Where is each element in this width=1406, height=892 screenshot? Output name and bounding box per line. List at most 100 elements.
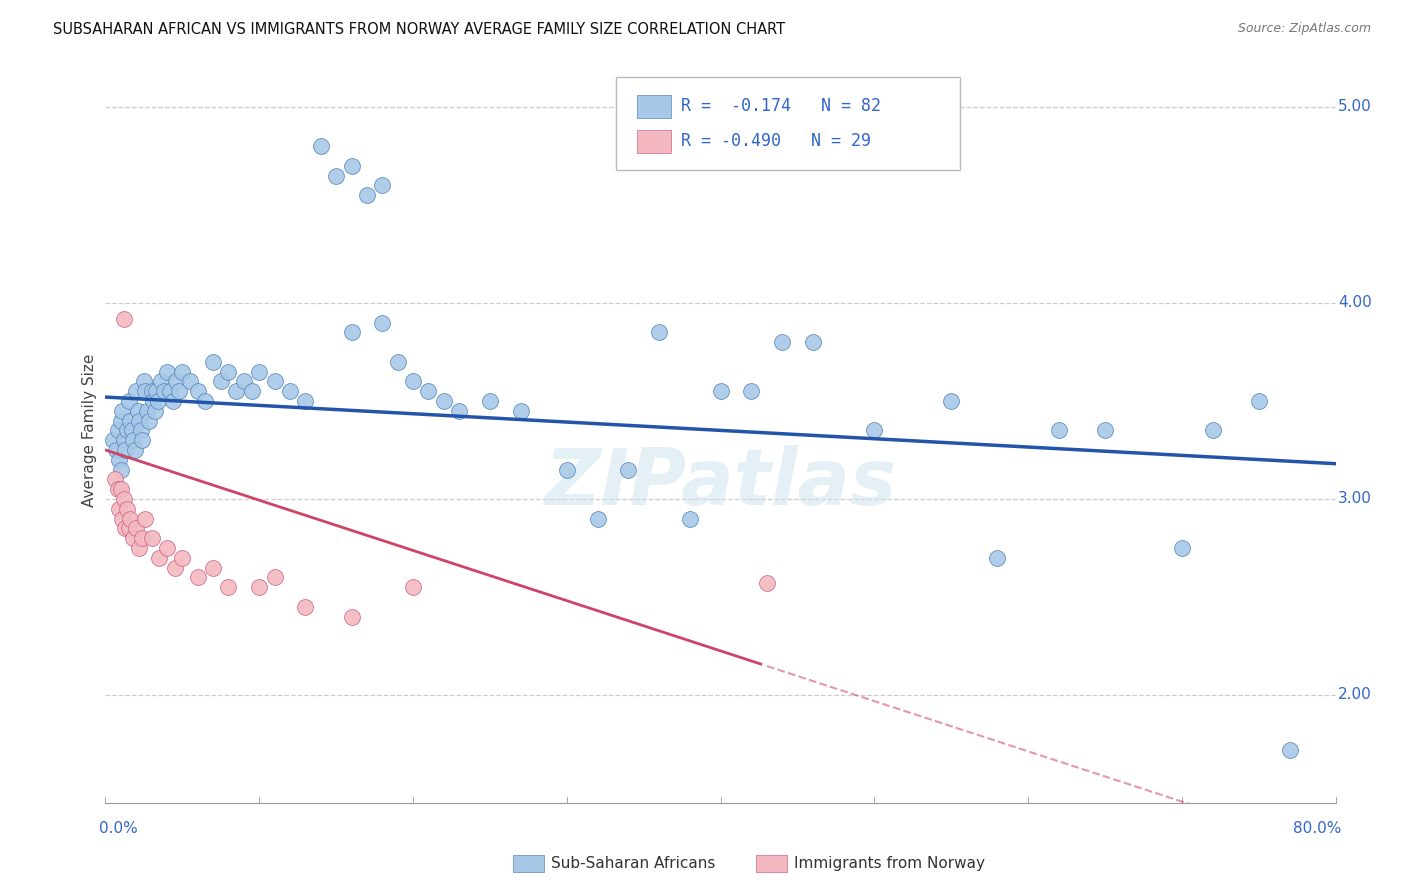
Point	[387, 355, 409, 369]
Point	[586, 511, 609, 525]
Point	[340, 159, 363, 173]
Point	[263, 375, 285, 389]
Point	[111, 511, 134, 525]
Point	[134, 511, 156, 525]
Point	[111, 404, 134, 418]
Point	[340, 609, 363, 624]
Point	[114, 521, 136, 535]
Point	[325, 169, 347, 183]
Point	[1247, 394, 1270, 409]
Point	[138, 414, 160, 428]
Point	[108, 501, 131, 516]
Point	[679, 511, 702, 525]
Point	[710, 384, 733, 399]
Text: 5.00: 5.00	[1339, 100, 1372, 114]
Point	[156, 365, 179, 379]
Point	[101, 433, 124, 447]
Point	[309, 139, 332, 153]
Point	[129, 424, 152, 438]
Point	[128, 414, 150, 428]
Point	[648, 326, 671, 340]
Point	[172, 550, 194, 565]
Point	[112, 311, 135, 326]
Text: 4.00: 4.00	[1339, 295, 1372, 310]
Point	[247, 365, 270, 379]
Point	[179, 375, 201, 389]
Point	[125, 521, 148, 535]
Point	[371, 178, 394, 193]
Point	[141, 531, 163, 545]
Point	[131, 433, 153, 447]
Point	[209, 375, 232, 389]
Point	[153, 384, 176, 399]
Point	[131, 531, 153, 545]
Point	[187, 384, 209, 399]
Point	[801, 335, 824, 350]
Point	[156, 541, 179, 555]
Point	[104, 472, 127, 486]
Point	[263, 570, 285, 584]
Point	[122, 531, 145, 545]
Point	[1047, 424, 1070, 438]
Point	[1278, 743, 1301, 757]
Point	[240, 384, 263, 399]
Point	[187, 570, 209, 584]
Point	[125, 384, 148, 399]
Text: Sub-Saharan Africans: Sub-Saharan Africans	[551, 856, 716, 871]
Point	[218, 365, 240, 379]
Point	[134, 384, 156, 399]
Point	[1201, 424, 1223, 438]
Text: 0.0%: 0.0%	[100, 822, 138, 837]
Point	[136, 404, 159, 418]
Point	[194, 394, 217, 409]
Point	[121, 424, 143, 438]
Bar	[637, 130, 672, 153]
Point	[169, 384, 191, 399]
Point	[278, 384, 301, 399]
Point	[294, 599, 316, 614]
Point	[163, 560, 186, 574]
Point	[145, 384, 167, 399]
Point	[1094, 424, 1116, 438]
Point	[225, 384, 247, 399]
Point	[107, 482, 129, 496]
Text: 2.00: 2.00	[1339, 688, 1372, 703]
Point	[143, 404, 166, 418]
Text: Source: ZipAtlas.com: Source: ZipAtlas.com	[1237, 22, 1371, 36]
Point	[863, 424, 886, 438]
Text: R = -0.490   N = 29: R = -0.490 N = 29	[682, 132, 872, 151]
Y-axis label: Average Family Size: Average Family Size	[82, 354, 97, 507]
Point	[114, 442, 136, 457]
Point	[402, 375, 425, 389]
Point	[112, 433, 135, 447]
Point	[115, 501, 138, 516]
Point	[340, 326, 363, 340]
Point	[986, 550, 1008, 565]
Point	[120, 414, 141, 428]
Point	[162, 394, 184, 409]
Point	[218, 580, 240, 594]
Point	[110, 482, 132, 496]
Point	[294, 394, 316, 409]
Point	[418, 384, 440, 399]
Point	[148, 550, 170, 565]
Point	[232, 375, 254, 389]
Point	[371, 316, 394, 330]
Point	[202, 355, 225, 369]
Point	[770, 335, 793, 350]
Text: Immigrants from Norway: Immigrants from Norway	[794, 856, 986, 871]
FancyBboxPatch shape	[616, 77, 960, 169]
Point	[122, 433, 145, 447]
Point	[107, 424, 129, 438]
Point	[941, 394, 963, 409]
Point	[617, 462, 640, 476]
Point	[142, 394, 165, 409]
Point	[117, 394, 139, 409]
Point	[110, 414, 132, 428]
Point	[402, 580, 425, 594]
Text: 3.00: 3.00	[1339, 491, 1372, 507]
Point	[247, 580, 270, 594]
Point	[108, 452, 131, 467]
Point	[117, 521, 139, 535]
Point	[149, 375, 172, 389]
